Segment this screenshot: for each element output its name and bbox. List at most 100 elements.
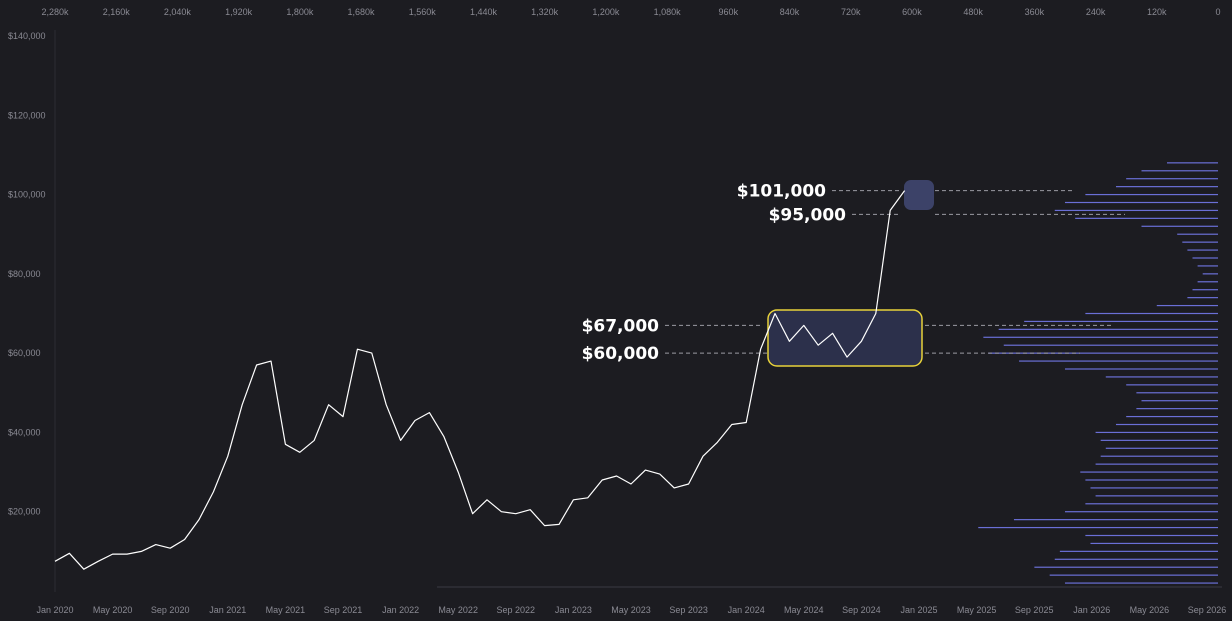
profile-bar (1064, 511, 1218, 513)
x2-tick-label: 360k (1025, 7, 1045, 17)
profile-bar (1013, 519, 1218, 521)
profile-bar (1059, 550, 1218, 552)
profile-bar (1192, 257, 1218, 259)
profile-bar (1136, 392, 1218, 394)
profile-bar (988, 352, 1218, 354)
profile-bar (1141, 225, 1218, 227)
x2-tick-label: 1,200k (592, 7, 620, 17)
profile-bar (1075, 217, 1218, 219)
x2-tick-label: 480k (963, 7, 983, 17)
tick-labels: $20,000 $40,000 $60,000 $80,000 $100,000 $120… (8, 7, 1226, 615)
x-tick-label: Jan 2026 (1073, 605, 1110, 615)
y-tick-label: $60,000 (8, 348, 41, 358)
profile-bar (1141, 400, 1218, 402)
profile-bar (1090, 487, 1218, 489)
x-tick-label: May 2024 (784, 605, 824, 615)
profile-bar (1085, 479, 1218, 481)
x2-tick-label: 600k (902, 7, 922, 17)
profile-bar (1080, 471, 1218, 473)
profile-bar (1064, 582, 1218, 584)
x2-tick-label: 960k (719, 7, 739, 17)
x2-tick-label: 1,440k (470, 7, 498, 17)
x2-tick-label: 2,280k (41, 7, 69, 17)
x-tick-label: Sep 2025 (1015, 605, 1054, 615)
profile-bar (1064, 368, 1218, 370)
profile-bar (1064, 201, 1218, 204)
y-tick-label: $140,000 (8, 31, 46, 41)
x-tick-label: May 2026 (1130, 605, 1170, 615)
profile-bar (1156, 304, 1218, 307)
profile-bar (1034, 566, 1218, 568)
profile-bar (1095, 495, 1218, 497)
price-line (54, 190, 906, 570)
y-tick-label: $120,000 (8, 110, 46, 120)
x2-tick-label: 840k (780, 7, 800, 17)
peak-box (904, 180, 934, 210)
profile-bar (1019, 360, 1218, 362)
profile-bar (1187, 249, 1218, 251)
x2-tick-label: 1,080k (654, 7, 682, 17)
x-tick-label: Jan 2020 (36, 605, 73, 615)
y-tick-label: $80,000 (8, 269, 41, 279)
range-box (767, 309, 923, 367)
volume-profile (978, 162, 1218, 584)
profile-bar (1177, 233, 1218, 235)
profile-bar (1049, 574, 1218, 576)
profile-bar (1095, 463, 1218, 465)
x-tick-label: Sep 2020 (151, 605, 190, 615)
x2-tick-label: 2,040k (164, 7, 192, 17)
x-tick-label: May 2025 (957, 605, 997, 615)
profile-bar (1054, 558, 1218, 560)
annotation-label: $95,000 (769, 205, 847, 225)
profile-bar (1085, 312, 1218, 315)
profile-bar (1105, 447, 1218, 449)
x2-tick-label: 120k (1147, 7, 1167, 17)
profile-bar (1090, 542, 1218, 545)
annotation-label: $60,000 (582, 344, 660, 364)
x-tick-label: May 2021 (266, 605, 306, 615)
x2-tick-label: 1,680k (348, 7, 376, 17)
profile-bar (1197, 265, 1218, 267)
profile-bar (978, 526, 1218, 529)
profile-bar (1126, 415, 1218, 418)
profile-bar (1100, 455, 1218, 457)
x-tick-label: Jan 2023 (555, 605, 592, 615)
x2-tick-label: 720k (841, 7, 861, 17)
profile-bar (1115, 186, 1218, 188)
y-tick-label: $20,000 (8, 507, 41, 517)
profile-bar (1024, 320, 1218, 323)
profile-bar (1182, 241, 1218, 243)
x2-tick-label: 0 (1215, 7, 1220, 17)
x-tick-label: Sep 2023 (669, 605, 708, 615)
x-tick-label: Jan 2021 (209, 605, 246, 615)
profile-bar (1003, 344, 1218, 346)
x-tick-label: Sep 2026 (1188, 605, 1227, 615)
x2-tick-label: 240k (1086, 7, 1106, 17)
x-tick-label: Jan 2025 (900, 605, 937, 615)
y-tick-label: $100,000 (8, 190, 46, 200)
profile-bar (1166, 162, 1218, 164)
profile-bar (1095, 431, 1218, 434)
x-tick-label: Sep 2024 (842, 605, 881, 615)
profile-bar (1126, 384, 1218, 386)
x2-tick-label: 1,800k (286, 7, 314, 17)
x-tick-label: May 2023 (611, 605, 651, 615)
x-tick-label: May 2020 (93, 605, 133, 615)
profile-bar (1115, 423, 1218, 426)
x2-tick-label: 1,920k (225, 7, 253, 17)
profile-bar (1085, 503, 1218, 505)
x2-tick-label: 2,160k (103, 7, 131, 17)
x-tick-label: Jan 2024 (728, 605, 765, 615)
profile-bar (1192, 289, 1218, 291)
profile-bar (1105, 376, 1218, 378)
profile-bar (1054, 209, 1218, 212)
profile-bar (998, 328, 1218, 330)
profile-bar (983, 336, 1218, 338)
profile-bar (1100, 439, 1218, 441)
profile-bar (1085, 534, 1218, 537)
profile-bar (1187, 297, 1218, 299)
price-line (54, 190, 906, 570)
x-tick-label: Jan 2022 (382, 605, 419, 615)
profile-bar (1136, 408, 1218, 410)
